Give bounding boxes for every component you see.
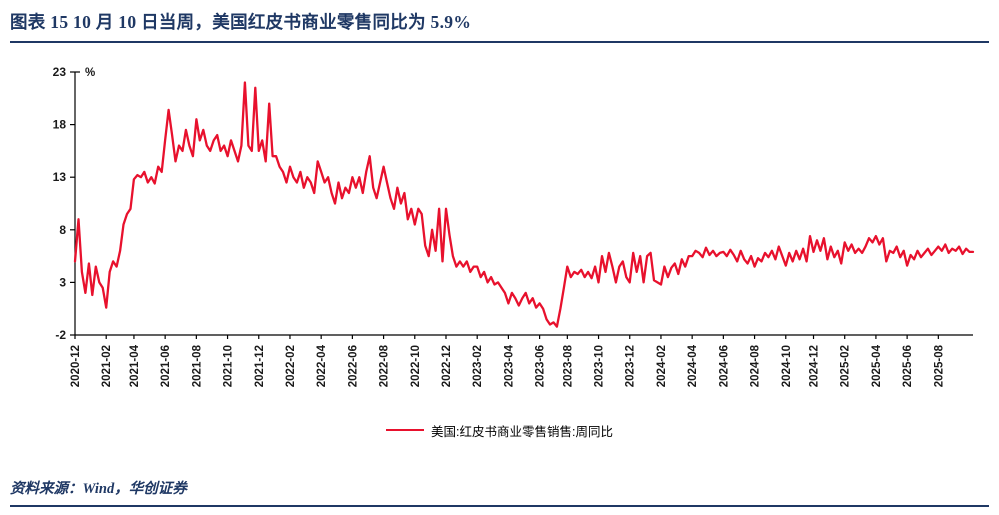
y-tick-label: 18 <box>53 118 67 132</box>
x-tick-label: 2024-04 <box>687 344 699 387</box>
chart-area: -2 3 8 13 18 23% 2020-12 2021-02 2021-04 2021-06 2… <box>0 49 999 417</box>
x-tick-label: 2022-04 <box>316 344 328 387</box>
x-tick-label: 2021-06 <box>160 345 172 387</box>
x-tick-label: 2023-10 <box>594 345 606 387</box>
x-tick-label: 2024-08 <box>750 344 762 387</box>
source-note: 资料来源：Wind，华创证券 <box>10 481 187 497</box>
x-tick-label: 2022-12 <box>441 345 453 387</box>
x-tick-label: 2023-08 <box>562 344 574 387</box>
title-divider <box>10 41 989 43</box>
line-chart: -2 3 8 13 18 23 % 2020-12 2021-02 2021-04 2021-06 2… <box>53 65 975 387</box>
x-tick-label: 2021-12 <box>254 345 266 387</box>
chart-legend: 美国:红皮书商业零售销售:周同比 <box>0 421 999 439</box>
x-tick-label: 2022-10 <box>410 345 422 387</box>
x-tick-label: 2021-04 <box>129 344 141 387</box>
x-tick-label: 2021-02 <box>101 345 113 387</box>
x-tick-label: 2024-06 <box>718 345 730 387</box>
y-tick-label: 3 <box>59 275 66 289</box>
legend-red-line-swatch <box>386 429 425 431</box>
x-tick-label: 2025-02 <box>840 345 852 387</box>
x-tick-label: 2023-04 <box>503 344 515 387</box>
x-tick-label: 2024-02 <box>656 345 668 387</box>
figure-title: 图表 15 10 月 10 日当周，美国红皮书商业零售同比为 5.9% <box>10 12 472 32</box>
x-tick-label: 2023-12 <box>625 345 637 387</box>
x-tick-label: 2024-10 <box>781 345 793 387</box>
x-tick-label: 2025-08 <box>933 344 945 387</box>
x-tick-label: 2023-06 <box>535 345 547 387</box>
y-tick-label: -2 <box>55 328 66 342</box>
y-axis-unit-label: % <box>85 67 95 79</box>
x-tick-label: 2020-12 <box>70 345 82 387</box>
x-tick-label: 2023-02 <box>472 345 484 387</box>
x-tick-label: 2022-06 <box>347 345 359 387</box>
x-tick-label: 2025-06 <box>902 345 914 387</box>
x-tick-label: 2024-12 <box>809 345 821 387</box>
series-line-redbook-yoy <box>73 81 975 328</box>
bottom-divider <box>10 505 989 507</box>
y-tick-label: 8 <box>59 223 66 237</box>
x-tick-label: 2021-10 <box>223 345 235 387</box>
y-tick-label: 13 <box>53 170 67 184</box>
x-tick-label: 2025-04 <box>871 344 883 387</box>
y-tick-label: 23 <box>53 65 67 79</box>
legend-label: 美国:红皮书商业零售销售:周同比 <box>431 424 613 439</box>
x-tick-label: 2021-08 <box>191 344 203 387</box>
x-tick-label: 2022-02 <box>285 345 297 387</box>
x-tick-label: 2022-08 <box>379 344 391 387</box>
